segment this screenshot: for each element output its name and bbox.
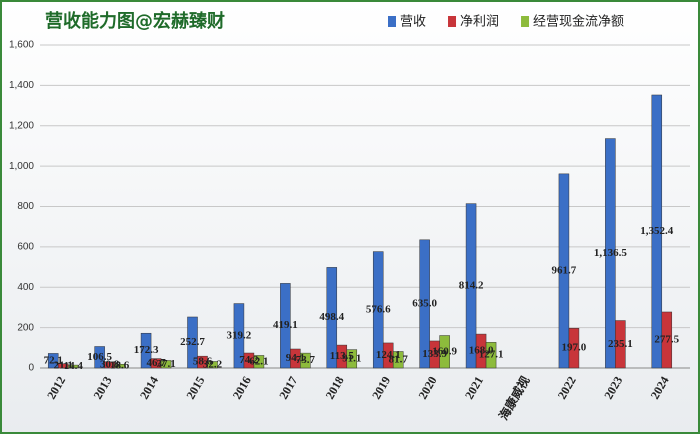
data-label: 21.1 [54, 359, 73, 371]
bar [568, 327, 580, 369]
data-label: 94.1 [286, 352, 305, 364]
bar [485, 342, 497, 369]
bar [392, 351, 404, 369]
data-label: 18.6 [110, 360, 130, 372]
y-tick-label: 1,200 [9, 120, 34, 131]
legend-label: 经营现金流净额 [533, 14, 624, 30]
data-label: 124.1 [376, 349, 401, 361]
bar [207, 361, 218, 369]
data-label: 113.5 [330, 350, 355, 362]
legend-swatch [448, 16, 457, 27]
legend-label: 净利润 [460, 15, 499, 30]
y-tick-label: 200 [17, 322, 34, 333]
data-label: 197.0 [562, 342, 587, 354]
y-tick-label: 400 [17, 282, 34, 293]
bar [419, 239, 430, 369]
data-label: 30.8 [100, 358, 120, 370]
y-tick-label: 1,600 [9, 40, 34, 51]
data-label: 133.9 [422, 348, 447, 360]
data-label: 961.7 [552, 264, 577, 276]
data-label: 319.2 [227, 329, 252, 341]
data-label: 106.5 [87, 351, 112, 363]
y-tick-label: 1,400 [9, 80, 34, 91]
y-tick-label: 600 [17, 242, 34, 253]
data-label: 277.5 [654, 334, 679, 346]
bar [326, 267, 338, 369]
data-label: 498.4 [319, 311, 344, 323]
data-label: 37.1 [156, 358, 175, 370]
bar [47, 353, 59, 369]
bar [615, 320, 626, 369]
legend-label: 营收 [400, 15, 426, 30]
bar [651, 94, 663, 369]
bar [187, 316, 198, 369]
data-label: 14.4 [64, 360, 84, 372]
bar [233, 303, 245, 369]
legend-swatch [388, 16, 396, 27]
data-label: 235.1 [608, 338, 633, 350]
bar [94, 346, 105, 369]
bar [439, 335, 450, 369]
y-tick-label: 1,000 [9, 161, 34, 172]
legend-swatch [521, 16, 530, 27]
bar [661, 311, 673, 369]
bar [346, 349, 358, 369]
y-tick-label: 800 [17, 201, 34, 212]
bar [372, 251, 384, 369]
bar [114, 363, 125, 369]
bar [605, 138, 616, 369]
data-label: 160.9 [432, 345, 457, 357]
data-label: 91.1 [342, 352, 361, 364]
bar [465, 203, 477, 369]
data-label: 252.7 [180, 336, 205, 348]
y-tick-label: 0 [28, 363, 34, 374]
data-label: 32.2 [203, 358, 223, 370]
bar [160, 360, 172, 369]
data-label: 74.2 [239, 354, 259, 366]
bar [558, 173, 570, 369]
data-label: 635.0 [412, 297, 437, 309]
data-label: 1,136.5 [594, 247, 628, 259]
bar [140, 332, 152, 369]
bar [300, 352, 311, 369]
data-label: 419.1 [273, 319, 298, 331]
data-label: 72.1 [44, 354, 63, 366]
bar [280, 283, 291, 369]
bar [67, 364, 79, 369]
data-label: 62.1 [249, 355, 268, 367]
data-label: 1,352.4 [640, 225, 674, 237]
data-label: 168.0 [469, 345, 494, 357]
data-label: 576.6 [366, 303, 391, 315]
bar [253, 355, 265, 369]
data-label: 58.6 [193, 356, 213, 368]
chart-title: 营收能力图@宏赫臻财 [45, 10, 225, 32]
data-label: 172.3 [134, 344, 159, 356]
data-label: 127.1 [479, 349, 504, 361]
data-label: 73.7 [296, 354, 316, 366]
data-label: 46.7 [146, 357, 166, 369]
data-label: 814.2 [459, 279, 484, 291]
data-label: 81.7 [389, 353, 409, 365]
